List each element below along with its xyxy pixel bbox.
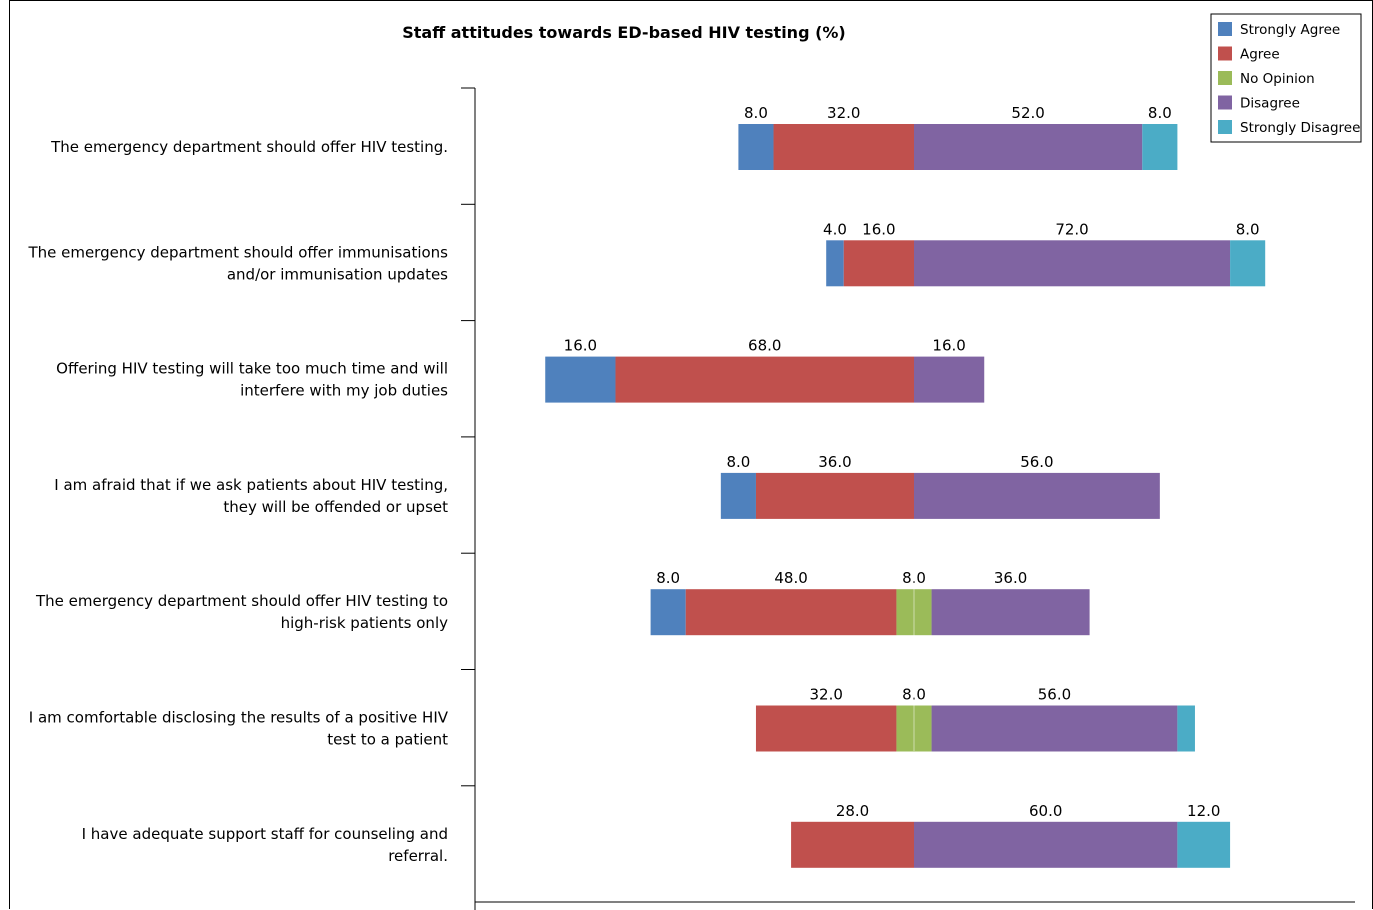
legend-swatch: [1218, 46, 1232, 61]
bar-segment: [755, 705, 897, 752]
bar-segment: [931, 705, 1178, 752]
data-label: 48.0: [774, 569, 807, 587]
bar-segment: [914, 472, 1160, 519]
data-label: 56.0: [1038, 686, 1071, 704]
data-label: 60.0: [1029, 802, 1062, 820]
chart-svg: Staff attitudes towards ED-based HIV tes…: [27, 13, 1362, 910]
bar-segment: [1177, 821, 1231, 868]
data-label: 16.0: [932, 337, 965, 355]
category-label: I am comfortable disclosing the results …: [29, 709, 449, 727]
data-label: 36.0: [994, 569, 1027, 587]
bar-segment: [1230, 240, 1266, 287]
legend-label: Strongly Disagree: [1240, 120, 1360, 136]
bar-segment: [1142, 124, 1178, 170]
bar-segment: [773, 124, 914, 170]
data-label: 12.0: [1187, 802, 1220, 820]
data-label: 52.0: [1011, 104, 1044, 122]
category-label: Offering HIV testing will take too much …: [56, 360, 448, 378]
bar-segment: [685, 589, 897, 636]
legend-swatch: [1218, 95, 1232, 110]
chart-title: Staff attitudes towards ED-based HIV tes…: [402, 23, 846, 42]
bar-segment: [791, 821, 914, 868]
legend-label: Strongly Agree: [1240, 22, 1340, 38]
legend-label: Agree: [1240, 47, 1280, 63]
legend-swatch: [1218, 71, 1232, 85]
bar-segment: [720, 472, 756, 519]
data-label: 8.0: [726, 453, 750, 471]
data-label: 8.0: [1236, 220, 1260, 238]
bar-segment: [914, 356, 985, 403]
data-label: 72.0: [1055, 220, 1088, 238]
legend-label: Disagree: [1240, 96, 1300, 112]
category-label: referral.: [388, 847, 448, 865]
legend-box: [1210, 13, 1362, 143]
data-label: 32.0: [827, 104, 860, 122]
category-label: they will be offended or upset: [223, 498, 448, 516]
data-label: 36.0: [818, 453, 851, 471]
data-label: 68.0: [748, 337, 781, 355]
data-label: 8.0: [656, 569, 680, 587]
category-label: The emergency department should offer HI…: [35, 592, 448, 610]
bar-segment: [914, 240, 1231, 287]
category-label: I have adequate support staff for counse…: [82, 825, 448, 843]
data-label: 4.0: [823, 220, 847, 238]
bar-segment: [545, 356, 616, 403]
category-label: interfere with my job duties: [240, 382, 448, 400]
category-label: test to a patient: [327, 731, 448, 749]
category-label: The emergency department should offer im…: [27, 243, 448, 261]
bar-segment: [843, 240, 914, 287]
bar-segment: [755, 472, 914, 519]
category-label: The emergency department should offer HI…: [50, 138, 448, 156]
category-label: I am afraid that if we ask patients abou…: [54, 476, 448, 494]
chart-area: Staff attitudes towards ED-based HIV tes…: [9, 0, 1373, 910]
legend-swatch: [1218, 22, 1232, 36]
legend-swatch: [1218, 120, 1232, 134]
category-label: and/or immunisation updates: [227, 265, 448, 283]
bar-segment: [738, 124, 774, 170]
data-label: 28.0: [836, 802, 869, 820]
bar-segment: [615, 356, 914, 403]
legend-label: No Opinion: [1240, 71, 1315, 87]
bar-segment: [914, 821, 1178, 868]
data-label: 32.0: [809, 686, 842, 704]
data-label: 16.0: [862, 220, 895, 238]
data-label: 8.0: [1148, 104, 1172, 122]
bar-segment: [914, 124, 1143, 170]
bar-segment: [826, 240, 844, 287]
bar-segment: [650, 589, 686, 636]
bar-segment: [1177, 705, 1195, 752]
data-label: 16.0: [564, 337, 597, 355]
data-label: 56.0: [1020, 453, 1053, 471]
bar-segment: [931, 589, 1090, 636]
category-label: high-risk patients only: [281, 614, 449, 632]
data-label: 8.0: [744, 104, 768, 122]
